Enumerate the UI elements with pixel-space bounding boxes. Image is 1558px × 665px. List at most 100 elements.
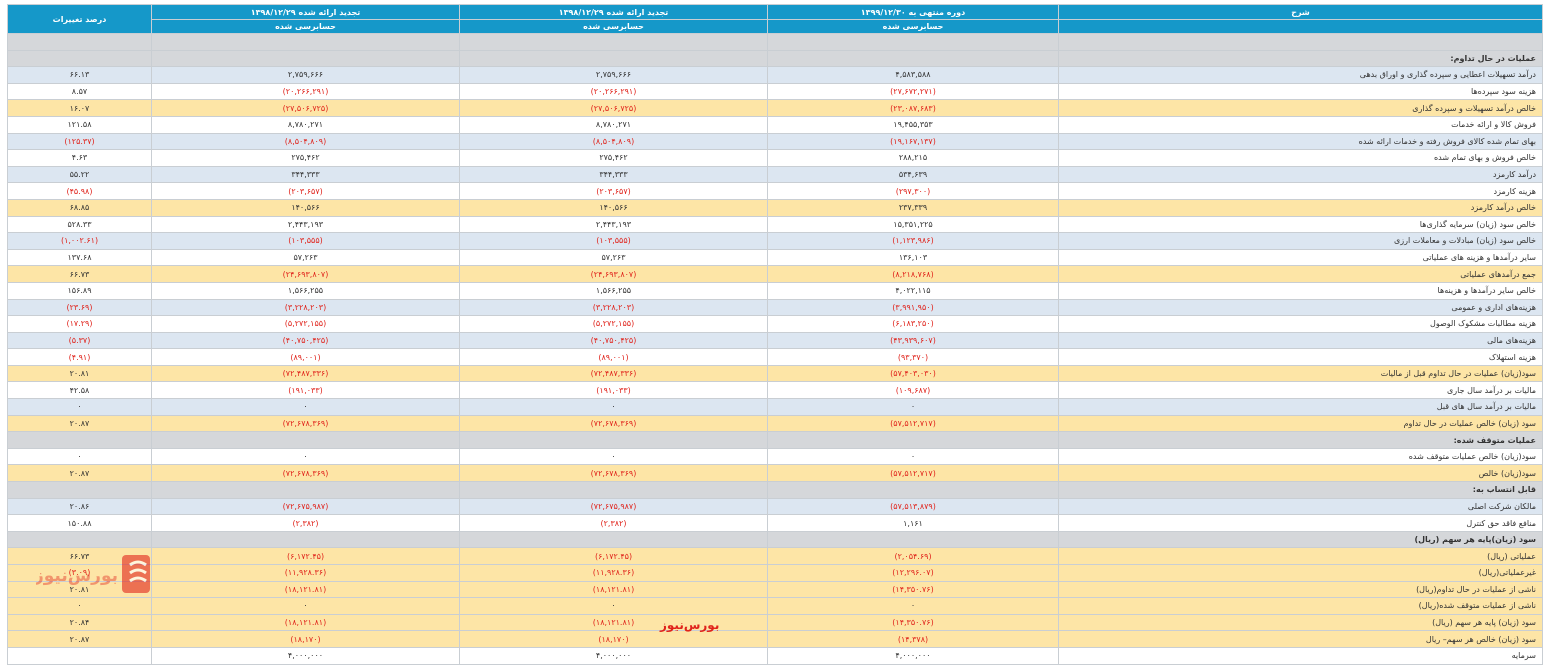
value-1399: (۲,۰۵۴.۶۹) bbox=[767, 547, 1059, 565]
value-1398-restated-a: (۳,۲۲۸,۲۰۳) bbox=[459, 298, 768, 317]
value-1398-restated-b: (۵,۲۷۲,۱۵۵) bbox=[151, 315, 460, 333]
value-1398-restated-a: (۷۲,۶۷۵,۹۸۷) bbox=[459, 497, 768, 516]
table-row: هزینه کارمزد (۲۹۷,۳۰۰) (۲۰۳,۶۵۷) (۲۰۳,۶۵۷)(… bbox=[7, 182, 1543, 200]
value-1398-restated-a: (۲۰,۲۶۶,۲۹۱) bbox=[459, 82, 768, 101]
table-section-row: عملیات متوقف شده: bbox=[7, 431, 1543, 449]
value-1398-restated-a: (۱۸,۱۲۱.۸۱) bbox=[459, 613, 768, 632]
table-row: هزینه مطالبات مشکوک الوصول (۶,۱۸۳,۲۵۰) (۵,… bbox=[7, 315, 1543, 333]
percent-change: ۱۶.۰۷ bbox=[7, 99, 152, 117]
value-1399: (۵۷,۵۱۳,۸۷۹) bbox=[767, 497, 1059, 516]
percent-change: (۴۵.۹۸) bbox=[7, 182, 152, 200]
percent-change: ۲۰.۸۷ bbox=[7, 464, 152, 483]
value-1398-restated-a: (۷۲,۶۷۸,۳۶۹) bbox=[459, 464, 768, 483]
table-row: سایر درآمدها و هزینه های عملیاتی ۱۳۶,۱۰۳ ۵… bbox=[7, 248, 1543, 267]
value-1398-restated-b: ۱۴۰,۵۶۶ bbox=[151, 198, 460, 217]
value-1398-restated-a: (۱۰۳,۵۵۵) bbox=[459, 232, 768, 250]
table-row: سود(زیان) خالص عملیات متوقف شده ۰ ۰ ۰ ۰ bbox=[7, 447, 1543, 466]
table-row: ناشی از عملیات در حال تداوم(ریال) (۱۴,۳۵۰… bbox=[7, 580, 1543, 599]
value-1399: (۲۹۷,۳۰۰) bbox=[767, 182, 1059, 200]
header-restated-1398-b: تجدید ارائه شده ۱۳۹۸/۱۲/۲۹ bbox=[151, 4, 460, 20]
value-1399: ۴,۰۰۰,۰۰۰ bbox=[767, 646, 1059, 665]
percent-change: ۶۸.۸۵ bbox=[7, 198, 152, 217]
row-description: سود (زیان) خالص هر سهم– ریال bbox=[1058, 630, 1543, 648]
value-1398-restated-a: ۰ bbox=[459, 447, 768, 466]
row-description: خالص درآمد کارمزد bbox=[1058, 198, 1543, 217]
percent-change bbox=[7, 646, 152, 665]
value-1399: ۰ bbox=[767, 597, 1059, 615]
value-1398-restated-b: (۸,۵۰۴,۸۰۹) bbox=[151, 132, 460, 151]
table-cell-empty bbox=[1058, 33, 1543, 51]
row-description: هزینه مطالبات مشکوک الوصول bbox=[1058, 315, 1543, 333]
table-row: خالص سایر درآمدها و هزینه‌ها ۴,۰۲۲,۱۱۵ ۱,۵… bbox=[7, 281, 1543, 300]
value-1399: (۸,۲۱۸,۷۶۸) bbox=[767, 265, 1059, 283]
table-cell-empty bbox=[459, 481, 768, 499]
percent-change: (۱۲۵.۳۷) bbox=[7, 132, 152, 151]
row-description: خالص درآمد تسهیلات و سپرده گذاری bbox=[1058, 99, 1543, 117]
value-1399: (۵۷,۵۱۲,۷۱۷) bbox=[767, 414, 1059, 433]
value-1399: (۵۷,۴۰۳,۰۳۰) bbox=[767, 364, 1059, 383]
percent-change: ۸.۵۷ bbox=[7, 82, 152, 101]
table-row: هزینه استهلاک (۹۳,۳۷۰) (۸۹,۰۰۱) (۸۹,۰۰۱) (۴.… bbox=[7, 348, 1543, 366]
table-row: منافع فاقد حق کنترل ۱,۱۶۱ (۲,۳۸۲) (۲,۳۸۲) ۱۵… bbox=[7, 514, 1543, 532]
table-row: سود (زیان) خالص عملیات در حال تداوم (۵۷,۵… bbox=[7, 414, 1543, 433]
value-1398-restated-b: (۲۰,۲۶۶,۲۹۱) bbox=[151, 82, 460, 101]
value-1398-restated-a: (۷۲,۶۷۸,۳۶۹) bbox=[459, 414, 768, 433]
header-audited-2: حسابرسی شده bbox=[459, 19, 768, 34]
value-1398-restated-a: (۶,۱۷۲.۴۵) bbox=[459, 547, 768, 565]
percent-change: ۶۶.۷۳ bbox=[7, 547, 152, 565]
percent-change: ۵۲۸.۳۳ bbox=[7, 215, 152, 234]
value-1398-restated-b: (۲,۳۸۲) bbox=[151, 514, 460, 532]
table-row: خالص سود (زیان) مبادلات و معاملات ارزی (۱… bbox=[7, 232, 1543, 250]
value-1399: (۲۳,۰۸۷,۶۸۳) bbox=[767, 99, 1059, 117]
value-1398-restated-b: ۳۴۴,۳۳۳ bbox=[151, 165, 460, 184]
value-1398-restated-b: (۳,۲۲۸,۲۰۳) bbox=[151, 298, 460, 317]
value-1398-restated-a: (۲۴,۶۹۳,۸۰۷) bbox=[459, 265, 768, 283]
value-1398-restated-b: ۲,۴۴۳,۱۹۳ bbox=[151, 215, 460, 234]
value-1399: (۱,۱۲۳,۹۸۶) bbox=[767, 232, 1059, 250]
percent-change: (۵.۳۷) bbox=[7, 331, 152, 350]
value-1398-restated-b: (۷۲,۶۷۸,۳۶۹) bbox=[151, 414, 460, 433]
table-cell-empty bbox=[767, 481, 1059, 499]
table-row: خالص درآمد کارمزد ۲۳۷,۳۳۹ ۱۴۰,۵۶۶ ۱۴۰,۵۶۶ ۶۸… bbox=[7, 198, 1543, 217]
table-row: ناشی از عملیات متوقف شده(ریال) ۰ ۰ ۰ ۰ bbox=[7, 597, 1543, 615]
value-1398-restated-b: (۷۲,۶۷۸,۳۶۹) bbox=[151, 464, 460, 483]
percent-change: ۲۰.۸۶ bbox=[7, 497, 152, 516]
percent-change: ۲۰.۸۷ bbox=[7, 414, 152, 433]
table-cell-empty bbox=[459, 530, 768, 549]
value-1398-restated-b: (۱۹۱,۰۳۳) bbox=[151, 381, 460, 400]
value-1399: (۶,۱۸۳,۲۵۰) bbox=[767, 315, 1059, 333]
percent-change: ۲۰.۸۱ bbox=[7, 364, 152, 383]
table-cell-empty bbox=[767, 431, 1059, 449]
table-section-row: سود (زیان)پایه هر سهم (ریال) bbox=[7, 530, 1543, 549]
table-row: سود(زیان) عملیات در حال تداوم قبل از مال… bbox=[7, 364, 1543, 383]
value-1398-restated-a: ۸,۷۸۰,۲۷۱ bbox=[459, 115, 768, 134]
table-row-blank bbox=[7, 33, 1543, 51]
row-description: غیرعملیاتی(ریال) bbox=[1058, 564, 1543, 582]
value-1398-restated-b: ۰ bbox=[151, 447, 460, 466]
percent-change: ۱۵۶.۸۹ bbox=[7, 281, 152, 300]
row-description: منافع فاقد حق کنترل bbox=[1058, 514, 1543, 532]
table-row: خالص فروش و بهای تمام شده ۲۸۸,۲۱۵ ۲۷۵,۴۶۲ ۲… bbox=[7, 149, 1543, 167]
row-description: درآمد کارمزد bbox=[1058, 165, 1543, 184]
table-row: سود (زیان) پایه هر سهم (ریال) (۱۴,۳۵۰.۷۶)… bbox=[7, 613, 1543, 632]
value-1398-restated-a: (۸۹,۰۰۱) bbox=[459, 348, 768, 366]
value-1399: ۲۳۷,۳۳۹ bbox=[767, 198, 1059, 217]
table-row: درآمد تسهیلات اعطایی و سپرده گذاری و اور… bbox=[7, 66, 1543, 84]
row-description: هزینه سود سپرده‌ها bbox=[1058, 82, 1543, 101]
value-1399: (۹۳,۳۷۰) bbox=[767, 348, 1059, 366]
value-1398-restated-b: ۰ bbox=[151, 597, 460, 615]
bourse-news-logo-icon: بورس‌نیوز bbox=[36, 555, 150, 593]
value-1398-restated-a: ۲۷۵,۴۶۲ bbox=[459, 149, 768, 167]
value-1398-restated-b: ۲۷۵,۴۶۲ bbox=[151, 149, 460, 167]
value-1399: (۱۴,۳۵۰.۷۶) bbox=[767, 613, 1059, 632]
value-1398-restated-b: ۵۷,۲۶۳ bbox=[151, 248, 460, 267]
header-period-1399: دوره منتهی به ۱۳۹۹/۱۲/۳۰ bbox=[767, 4, 1059, 20]
section-label: عملیات در حال تداوم: bbox=[1058, 49, 1543, 68]
table-row: خالص سود (زیان) سرمایه گذاری‌ها ۱۵,۳۵۱,۲۲… bbox=[7, 215, 1543, 234]
percent-change: (۳.۰۹) bbox=[7, 564, 152, 582]
value-1398-restated-a: (۸,۵۰۴,۸۰۹) bbox=[459, 132, 768, 151]
value-1398-restated-b: (۷۲,۴۸۷,۳۳۶) bbox=[151, 364, 460, 383]
income-statement-table: شرح دوره منتهی به ۱۳۹۹/۱۲/۳۰ تجدید ارائه… bbox=[7, 4, 1543, 665]
value-1399: ۰ bbox=[767, 398, 1059, 416]
row-description: هزینه‌های مالی bbox=[1058, 331, 1543, 350]
